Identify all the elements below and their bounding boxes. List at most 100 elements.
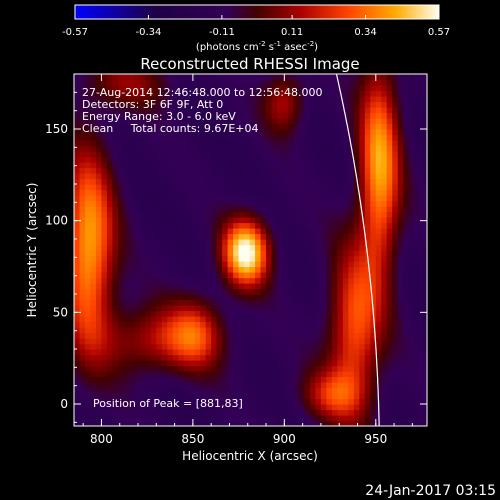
heatmap-cell (90, 316, 97, 323)
heatmap-cell (331, 162, 338, 169)
heatmap-cell (216, 316, 223, 323)
heatmap-cell (128, 239, 135, 246)
heatmap-cell (353, 112, 360, 119)
heatmap-cell (74, 332, 81, 339)
heatmap-cell (364, 244, 371, 251)
heatmap-cell (211, 250, 218, 257)
heatmap-cell (161, 349, 168, 356)
heatmap-cell (101, 398, 108, 405)
heatmap-cell (123, 305, 130, 312)
heatmap-cell (222, 206, 229, 213)
heatmap-cell (200, 134, 207, 141)
heatmap-cell (255, 140, 262, 147)
heatmap-cell (189, 387, 196, 394)
heatmap-cell (84, 272, 92, 279)
heatmap-cell (172, 129, 179, 136)
heatmap-cell (183, 310, 190, 317)
heatmap-cell (216, 173, 223, 180)
heatmap-cell (364, 79, 371, 86)
heatmap-cell (386, 195, 393, 202)
heatmap-cell (331, 299, 338, 306)
heatmap-cell (150, 222, 157, 229)
heatmap-cell (342, 288, 349, 295)
heatmap-cell (178, 74, 185, 81)
heatmap-cell (211, 277, 218, 284)
heatmap-cell (145, 283, 152, 290)
heatmap-cell (238, 266, 245, 273)
heatmap-cell (216, 79, 223, 86)
heatmap-cell (364, 288, 371, 295)
heatmap-cell (266, 239, 273, 246)
heatmap-cell (172, 255, 179, 262)
heatmap-cell (282, 85, 289, 92)
heatmap-cell (298, 162, 306, 169)
heatmap-cell (425, 206, 427, 213)
heatmap-cell (194, 112, 201, 119)
heatmap-cell (271, 365, 278, 372)
heatmap-cell (123, 222, 130, 229)
heatmap-cell (392, 382, 399, 389)
heatmap-cell (364, 184, 371, 191)
heatmap-cell (238, 145, 245, 152)
heatmap-cell (95, 360, 103, 367)
heatmap-cell (194, 217, 201, 224)
heatmap-cell (287, 349, 295, 356)
heatmap-cell (216, 151, 223, 158)
heatmap-cell (161, 294, 168, 301)
heatmap-cell (145, 310, 152, 317)
heatmap-cell (326, 184, 333, 191)
heatmap-cell (233, 112, 240, 119)
heatmap-cell (364, 261, 371, 268)
heatmap-cell (128, 299, 135, 306)
heatmap-cell (90, 222, 97, 229)
heatmap-cell (266, 206, 273, 213)
heatmap-cell (106, 376, 114, 383)
heatmap-cell (298, 173, 306, 180)
heatmap-cell (216, 107, 223, 114)
heatmap-cell (161, 162, 168, 169)
heatmap-cell (359, 173, 366, 180)
heatmap-cell (315, 255, 322, 262)
heatmap-cell (408, 184, 415, 191)
heatmap-cell (238, 222, 245, 229)
heatmap-cell (95, 376, 103, 383)
heatmap-cell (74, 305, 81, 312)
heatmap-cell (123, 387, 130, 394)
heatmap-cell (342, 387, 349, 394)
heatmap-cell (233, 74, 240, 81)
heatmap-cell (408, 420, 415, 426)
heatmap-cell (211, 338, 218, 345)
heatmap-cell (244, 415, 251, 422)
heatmap-cell (244, 222, 251, 229)
heatmap-cell (244, 211, 251, 218)
heatmap-cell (178, 162, 185, 169)
heatmap-cell (227, 129, 234, 136)
heatmap-cell (216, 233, 223, 240)
heatmap-cell (95, 200, 103, 207)
heatmap-cell (156, 250, 163, 257)
heatmap-cell (425, 151, 427, 158)
heatmap-cell (222, 371, 229, 378)
heatmap-cell (84, 277, 92, 284)
heatmap-cell (134, 90, 141, 97)
heatmap-cell (320, 228, 328, 235)
heatmap-cell (145, 299, 152, 306)
heatmap-cell (233, 167, 240, 174)
heatmap-cell (90, 349, 97, 356)
heatmap-cell (156, 85, 163, 92)
heatmap-cell (249, 112, 256, 119)
heatmap-cell (227, 206, 234, 213)
heatmap-cell (216, 206, 223, 213)
heatmap-cell (145, 167, 152, 174)
heatmap-cell (260, 371, 267, 378)
heatmap-cell (375, 349, 382, 356)
heatmap-cell (277, 360, 284, 367)
heatmap-cell (222, 167, 229, 174)
heatmap-cell (337, 283, 344, 290)
heatmap-cell (381, 151, 388, 158)
heatmap-cell (95, 343, 103, 350)
heatmap-cell (293, 332, 300, 339)
heatmap-cell (386, 266, 393, 273)
heatmap-cell (95, 162, 103, 169)
heatmap-cell (271, 178, 278, 185)
